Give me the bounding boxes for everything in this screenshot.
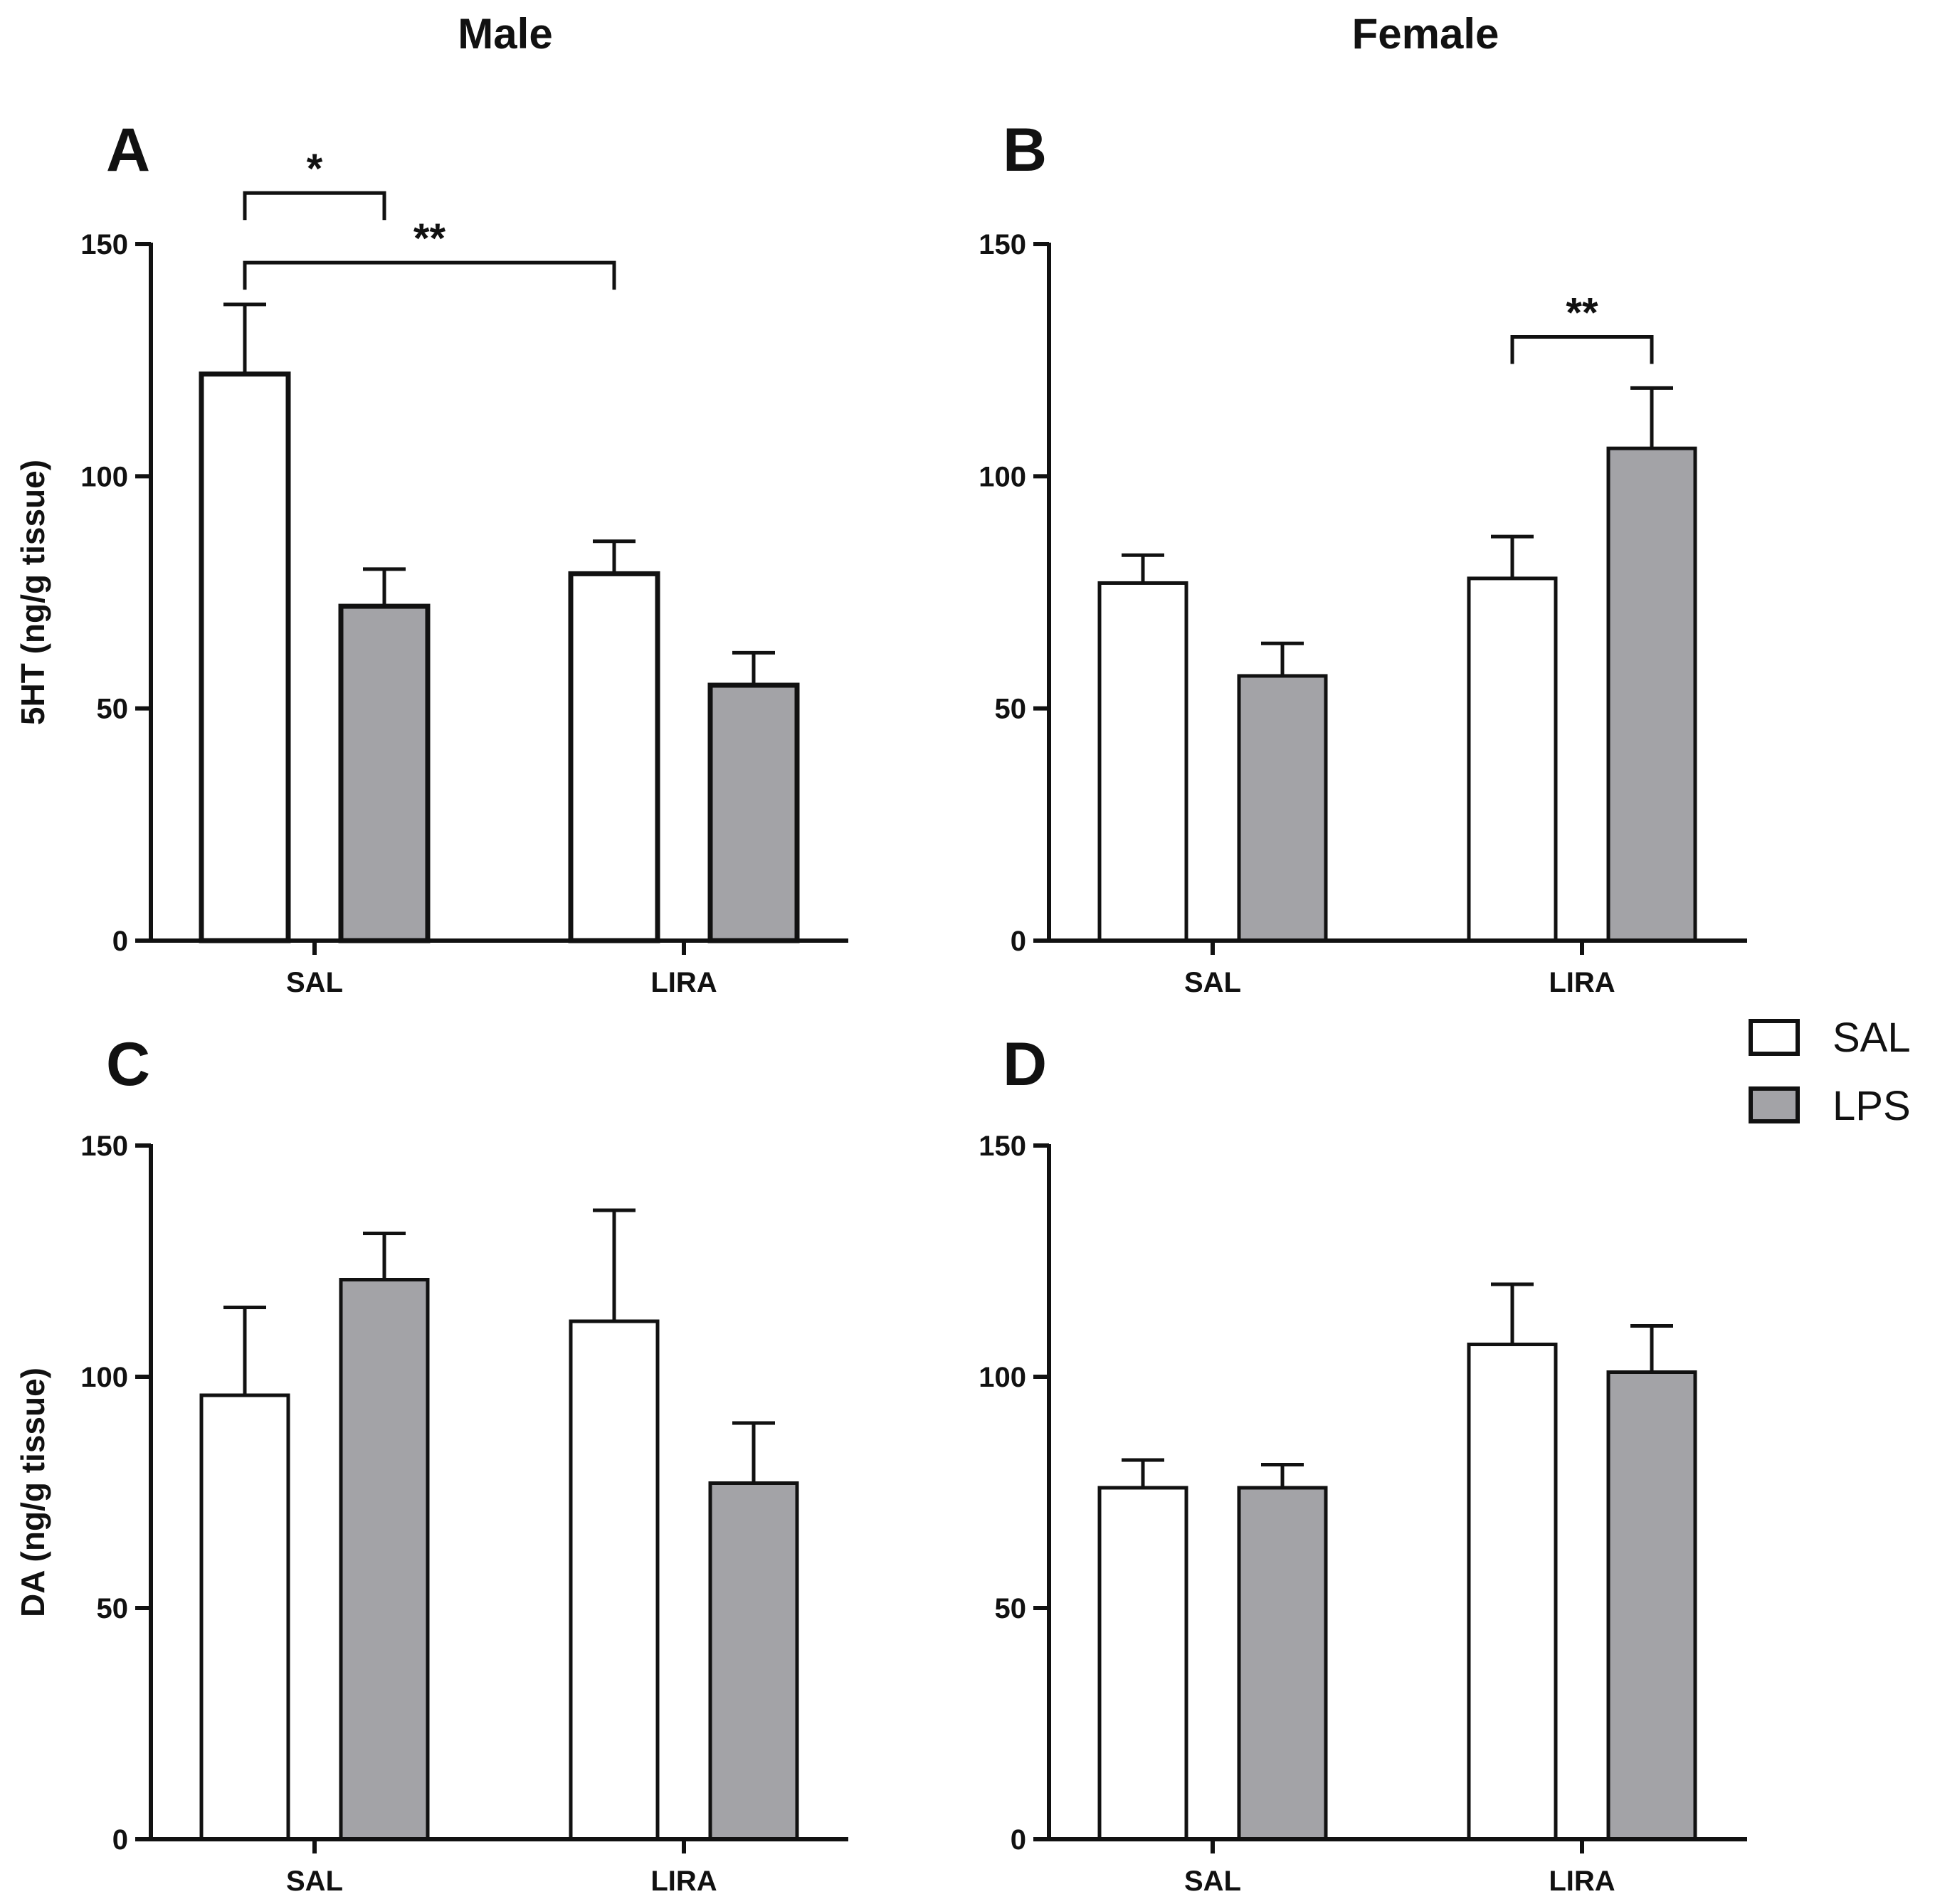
panel-C: C 0 50 100 150 SAL LIRA DA (ng/g tissue) bbox=[14, 1030, 848, 1897]
y-axis-title: DA (ng/g tissue) bbox=[14, 1368, 51, 1617]
y-tick-label: 0 bbox=[1011, 926, 1026, 957]
significance-bracket bbox=[243, 260, 616, 290]
panel-letter: A bbox=[106, 116, 150, 184]
significance-bracket bbox=[1510, 335, 1654, 364]
y-tick-label: 100 bbox=[979, 1362, 1026, 1393]
legend: SAL LPS bbox=[1749, 1015, 1911, 1129]
y-tick-label: 50 bbox=[97, 1593, 129, 1624]
bar-sal-sal bbox=[199, 371, 291, 943]
panel-letter: B bbox=[1003, 116, 1047, 184]
legend-swatch-sal bbox=[1749, 1019, 1800, 1056]
legend-label-lps: LPS bbox=[1833, 1083, 1911, 1129]
legend-label-sal: SAL bbox=[1833, 1015, 1911, 1061]
bar-sal-lira bbox=[1467, 1343, 1558, 1841]
bar-lps-lira bbox=[708, 1481, 799, 1841]
significance-label: ** bbox=[1566, 290, 1598, 337]
significance-bracket bbox=[243, 191, 386, 221]
y-tick-label: 150 bbox=[80, 229, 128, 260]
x-tick-label: SAL bbox=[1184, 1866, 1241, 1897]
y-tick-label: 0 bbox=[112, 1824, 128, 1856]
y-tick-label: 150 bbox=[80, 1131, 128, 1162]
bar-sal-lira bbox=[569, 1319, 660, 1841]
bar-lps-sal bbox=[338, 603, 431, 943]
y-axis-title: 5HT (ng/g tissue) bbox=[14, 460, 51, 725]
column-title-male: Male bbox=[458, 10, 552, 58]
y-tick-label: 100 bbox=[979, 461, 1026, 492]
bar-lps-lira bbox=[1606, 446, 1697, 943]
bar-lps-lira bbox=[1606, 1370, 1697, 1841]
y-tick-label: 150 bbox=[979, 229, 1026, 260]
x-tick-label: SAL bbox=[286, 1866, 343, 1897]
bar-lps-sal bbox=[339, 1278, 430, 1841]
x-tick-label: LIRA bbox=[650, 967, 717, 998]
y-tick-label: 50 bbox=[995, 1593, 1027, 1624]
panel-B: B 0 50 100 150 SAL LIRA ** bbox=[979, 116, 1747, 998]
bar-sal-lira bbox=[568, 571, 660, 943]
bar-lps-sal bbox=[1237, 674, 1328, 943]
y-tick-label: 50 bbox=[97, 694, 129, 725]
x-tick-label: SAL bbox=[286, 967, 343, 998]
y-tick-label: 150 bbox=[979, 1131, 1026, 1162]
y-tick-label: 0 bbox=[112, 926, 128, 957]
y-tick-label: 100 bbox=[80, 461, 128, 492]
x-tick-label: SAL bbox=[1184, 967, 1241, 998]
significance-label: ** bbox=[413, 216, 446, 262]
bar-lps-lira bbox=[707, 682, 800, 943]
y-tick-label: 0 bbox=[1011, 1824, 1026, 1856]
bar-sal-sal bbox=[1097, 581, 1188, 943]
x-tick-label: LIRA bbox=[1549, 967, 1615, 998]
bar-lps-sal bbox=[1237, 1486, 1328, 1841]
column-title-female: Female bbox=[1352, 10, 1499, 58]
significance-label: * bbox=[307, 146, 323, 192]
legend-swatch-lps bbox=[1749, 1086, 1800, 1123]
panel-D: D 0 50 100 150 SAL LIRA bbox=[979, 1030, 1747, 1897]
y-tick-label: 100 bbox=[80, 1362, 128, 1393]
x-tick-label: LIRA bbox=[1549, 1866, 1615, 1897]
x-tick-label: LIRA bbox=[650, 1866, 717, 1897]
y-tick-label: 50 bbox=[995, 694, 1027, 725]
bar-sal-sal bbox=[199, 1393, 290, 1841]
panel-letter: D bbox=[1003, 1030, 1047, 1099]
bar-sal-sal bbox=[1097, 1486, 1188, 1841]
bar-sal-lira bbox=[1467, 576, 1558, 943]
panel-letter: C bbox=[106, 1030, 150, 1099]
